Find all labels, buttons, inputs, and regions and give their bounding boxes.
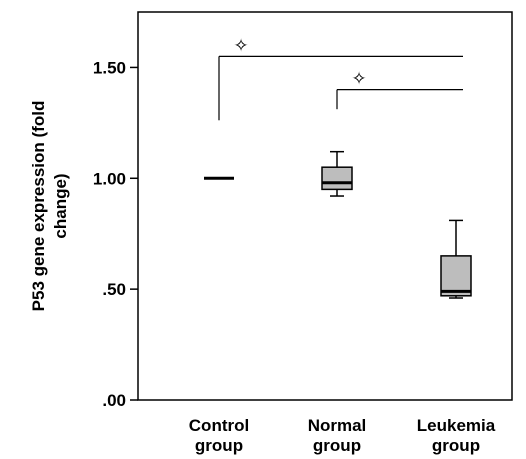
y-tick-label: 1.00 [93,169,126,188]
box-1 [321,150,353,197]
category-label: Normal group [308,416,367,455]
category-label-line: group [432,436,480,455]
box-iqr [321,166,353,191]
plot-frame [137,11,513,401]
significance-bracket: ✧ [336,69,463,110]
y-tick-label: .00 [102,391,126,410]
category-label-line: Control [189,416,249,435]
significance-brackets: ✧✧ [218,35,463,121]
category-label-line: group [195,436,243,455]
significance-marker: ✧ [233,35,248,55]
y-tick-label: .50 [102,280,126,299]
boxes [204,150,472,299]
category-label-line: group [313,436,361,455]
y-axis-label-line: P53 gene expression (fold [29,101,48,312]
significance-marker: ✧ [351,69,366,89]
y-axis-title: P53 gene expression (fold change) [29,101,70,312]
box-2 [440,219,472,299]
y-axis-label: P53 gene expression (fold change) [29,101,70,312]
box-iqr [440,255,472,297]
category-label-line: Normal [308,416,367,435]
category-label: Leukemia group [417,416,496,455]
category-label: Control group [189,416,249,455]
y-axis-label-line: change) [51,173,70,238]
y-tick-label: 1.50 [93,58,126,77]
significance-bracket: ✧ [218,35,463,121]
category-label-line: Leukemia [417,416,496,435]
y-axis: .00 .50 1.00 1.50 [93,58,138,410]
